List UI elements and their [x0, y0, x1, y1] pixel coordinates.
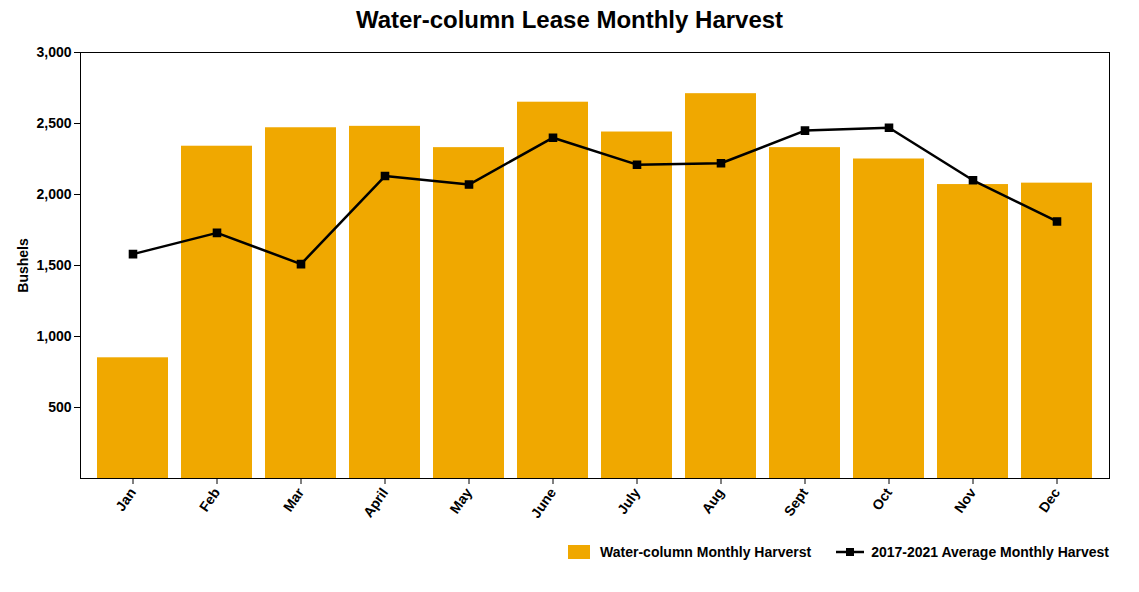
svg-text:Oct: Oct [869, 485, 896, 514]
svg-text:Mar: Mar [280, 484, 308, 514]
svg-text:April: April [360, 485, 391, 520]
svg-text:3,000: 3,000 [36, 44, 71, 60]
svg-text:2,500: 2,500 [36, 115, 71, 131]
html-text:Water-column Lease Monthly Har: Water-column Lease Monthly Harvest [355, 6, 784, 33]
svg-text:Jan: Jan [112, 485, 139, 514]
svg-text:Feb: Feb [196, 485, 223, 515]
svg-text:1,000: 1,000 [36, 328, 71, 344]
svg-text:Nov: Nov [951, 485, 979, 516]
html-text:2017-2021 Average Monthly Harv: 2017-2021 Average Monthly Harvest [871, 544, 1109, 560]
svg-text:Dec: Dec [1035, 485, 1063, 515]
svg-text:Sept: Sept [781, 485, 812, 519]
svg-text:July: July [614, 485, 643, 517]
svg-text:Bushels: Bushels [15, 238, 31, 293]
svg-text:May: May [446, 485, 475, 517]
svg-text:500: 500 [48, 399, 72, 415]
svg-text:1,500: 1,500 [36, 257, 71, 273]
svg-text:June: June [527, 485, 559, 521]
html-text:Water-column Monthly Harverst: Water-column Monthly Harverst [600, 544, 812, 560]
svg-text:2,000: 2,000 [36, 186, 71, 202]
svg-text:Aug: Aug [698, 485, 727, 516]
